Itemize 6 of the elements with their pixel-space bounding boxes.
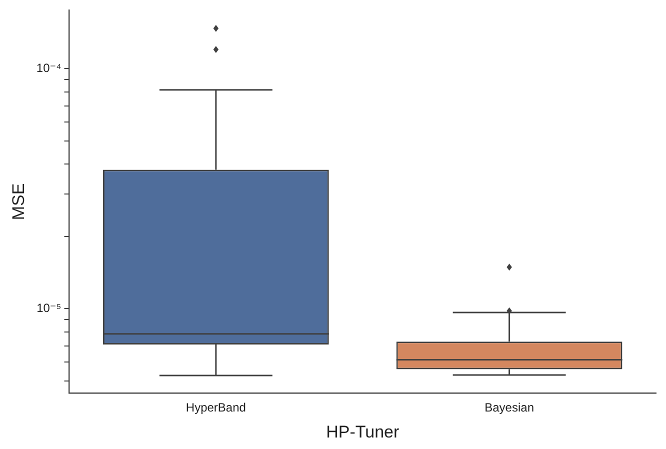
x-axis-title: HP-Tuner bbox=[326, 422, 400, 442]
x-tick-label: Bayesian bbox=[484, 400, 534, 415]
y-axis-title: MSE bbox=[8, 183, 28, 220]
y-tick-label: 10⁻⁵ bbox=[36, 301, 62, 316]
y-tick-label: 10⁻⁴ bbox=[36, 60, 62, 75]
x-tick-label: HyperBand bbox=[186, 400, 246, 415]
